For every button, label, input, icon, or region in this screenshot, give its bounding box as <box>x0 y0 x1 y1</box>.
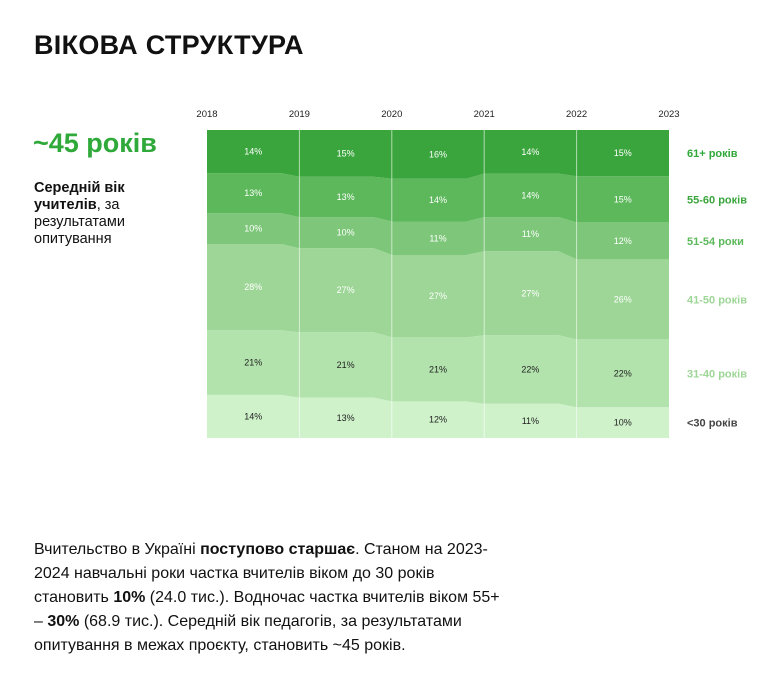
data-label: 14% <box>244 147 262 157</box>
legend-label: <30 років <box>687 418 738 430</box>
x-tick-label: 2022 <box>566 109 587 120</box>
summary-text-2: . Станом на 2023-2024 навчальні роки час… <box>34 541 488 606</box>
summary-text-3: (24.0 тис.). Водночас частка вчителів ві… <box>34 589 500 630</box>
x-tick-label: 2019 <box>289 109 310 120</box>
data-label: 27% <box>521 288 539 298</box>
data-label: 14% <box>521 190 539 200</box>
chart-year-gridlines <box>298 130 578 438</box>
data-label: 11% <box>429 233 446 243</box>
average-age-description: Середній вік учителів, за результатами оп… <box>34 180 174 248</box>
legend-label: 61+ років <box>687 148 738 160</box>
legend-label: 55-60 років <box>687 194 747 206</box>
data-label: 26% <box>614 294 632 304</box>
band-3 <box>207 213 669 260</box>
x-tick-label: 2020 <box>381 109 402 120</box>
x-tick-label: 2018 <box>196 109 217 120</box>
band-2 <box>207 244 669 340</box>
data-label: 28% <box>244 282 262 292</box>
chart-x-axis-labels: 2018 2019 2020 2021 2022 2023 <box>196 109 679 120</box>
data-label: 21% <box>244 358 262 368</box>
summary-bold-3: 30% <box>47 613 80 630</box>
band-4 <box>207 173 669 223</box>
data-label: 10% <box>337 228 355 238</box>
x-tick-label: 2021 <box>474 109 495 120</box>
data-label: 14% <box>429 195 447 205</box>
page-title: ВІКОВА СТРУКТУРА <box>34 30 304 60</box>
data-label: 12% <box>614 236 632 246</box>
x-tick-label: 2023 <box>658 109 679 120</box>
kpi-desc-rest: , за результатами опитування <box>34 197 125 247</box>
data-label: 15% <box>337 148 355 158</box>
chart-data-labels: 14% 13% 12% 11% 10% 21% 21% 21% 22% 22% 28% 27% 27% 2… <box>244 147 632 428</box>
data-label: 22% <box>521 365 539 375</box>
band-0 <box>207 394 669 438</box>
chart-legend: <30 років 31-40 років 41-50 років 51-54 рок… <box>687 148 747 430</box>
data-label: 15% <box>614 194 632 204</box>
average-age-value: ~45 років <box>33 128 157 158</box>
age-structure-chart: 2018 2019 2020 2021 2022 2023 14% 13% 12% 11% 10%… <box>196 109 747 438</box>
data-label: 27% <box>337 285 355 295</box>
summary-bold-1: поступово старшає <box>200 541 356 558</box>
summary-bold-2: 10% <box>113 589 146 606</box>
data-label: 10% <box>244 224 262 234</box>
data-label: 21% <box>337 360 355 370</box>
data-label: 21% <box>429 364 447 374</box>
data-label: 13% <box>337 413 355 423</box>
data-label: 10% <box>614 418 632 428</box>
data-label: 13% <box>244 188 262 198</box>
summary-text-1: Вчительство в Україні <box>34 541 201 558</box>
kpi-desc-bold-2: учителів <box>34 197 97 213</box>
band-5 <box>207 130 669 179</box>
data-label: 15% <box>614 148 632 158</box>
data-label: 11% <box>522 416 539 426</box>
data-label: 22% <box>614 368 632 378</box>
band-1 <box>207 330 669 408</box>
data-label: 13% <box>337 192 355 202</box>
legend-label: 51-54 роки <box>687 236 744 248</box>
summary-text-4: (68.9 тис.). Середній вік педагогів, за … <box>34 613 462 654</box>
data-label: 14% <box>244 411 262 421</box>
chart-bands <box>207 130 669 438</box>
legend-label: 31-40 років <box>687 368 747 380</box>
summary-paragraph: Вчительство в Україні поступово старшає.… <box>34 538 504 658</box>
data-label: 16% <box>429 149 447 159</box>
data-label: 14% <box>521 147 539 157</box>
legend-label: 41-50 років <box>687 294 747 306</box>
data-label: 12% <box>429 415 447 425</box>
data-label: 11% <box>522 229 539 239</box>
data-label: 27% <box>429 291 447 301</box>
kpi-desc-bold-1: Середній вік <box>34 180 125 196</box>
